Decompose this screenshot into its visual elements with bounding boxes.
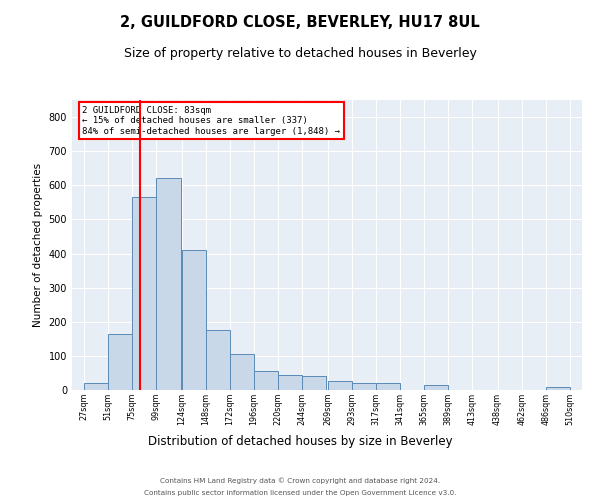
Text: Size of property relative to detached houses in Beverley: Size of property relative to detached ho… xyxy=(124,48,476,60)
Y-axis label: Number of detached properties: Number of detached properties xyxy=(33,163,43,327)
Text: 2, GUILDFORD CLOSE, BEVERLEY, HU17 8UL: 2, GUILDFORD CLOSE, BEVERLEY, HU17 8UL xyxy=(120,15,480,30)
Bar xyxy=(206,330,230,390)
Bar xyxy=(352,383,376,390)
Bar xyxy=(278,374,302,390)
Text: Contains HM Land Registry data © Crown copyright and database right 2024.: Contains HM Land Registry data © Crown c… xyxy=(160,478,440,484)
Bar xyxy=(108,334,133,390)
Bar xyxy=(157,178,181,390)
Bar xyxy=(254,371,278,390)
Text: Distribution of detached houses by size in Beverley: Distribution of detached houses by size … xyxy=(148,435,452,448)
Bar xyxy=(376,383,400,390)
Bar xyxy=(182,250,206,390)
Bar xyxy=(84,383,108,390)
Text: 2 GUILDFORD CLOSE: 83sqm
← 15% of detached houses are smaller (337)
84% of semi-: 2 GUILDFORD CLOSE: 83sqm ← 15% of detach… xyxy=(82,106,340,136)
Bar xyxy=(328,382,352,390)
Bar xyxy=(546,388,570,390)
Bar xyxy=(133,197,157,390)
Bar xyxy=(230,354,254,390)
Text: Contains public sector information licensed under the Open Government Licence v3: Contains public sector information licen… xyxy=(144,490,456,496)
Bar xyxy=(302,376,326,390)
Bar xyxy=(424,385,448,390)
